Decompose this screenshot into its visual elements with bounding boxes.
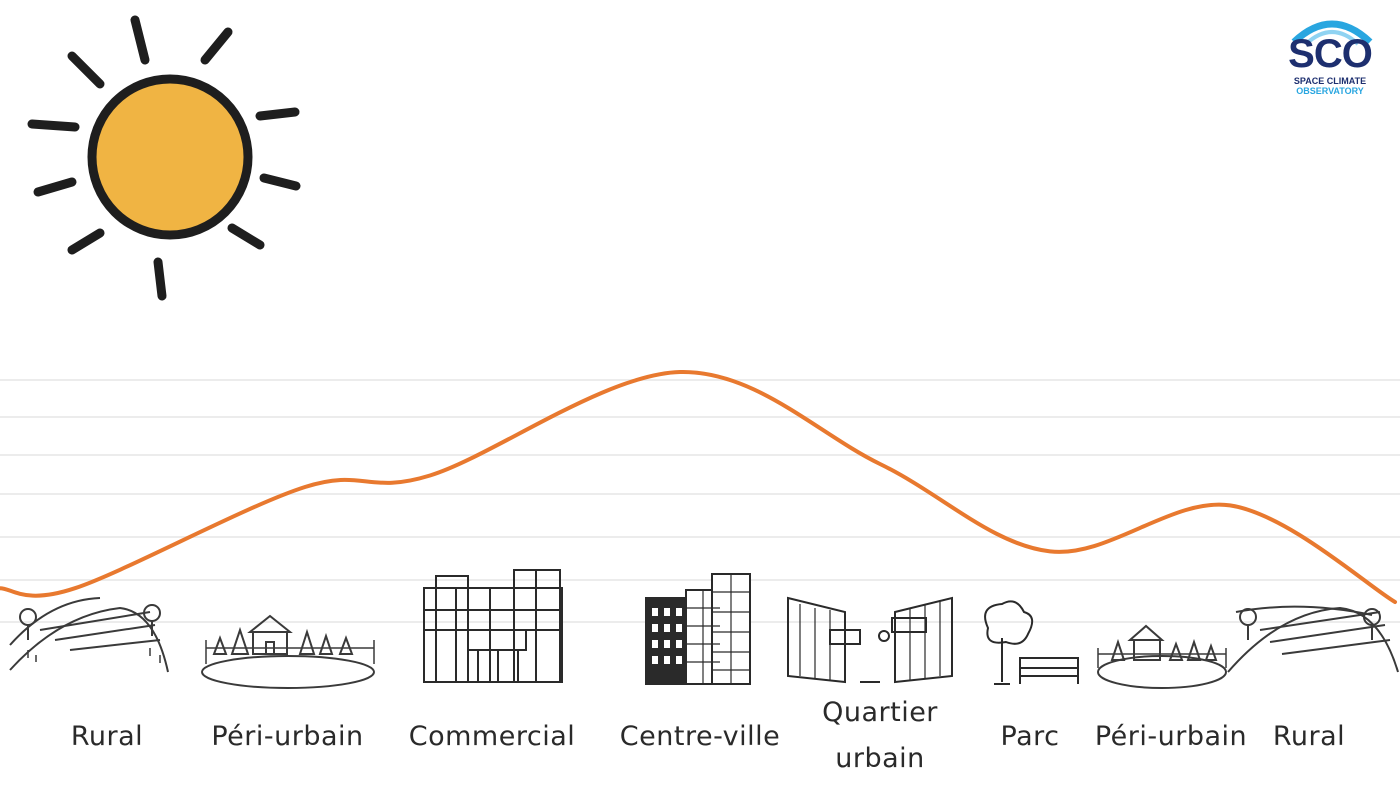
- centre-ville-illustration: [645, 573, 751, 685]
- zone-label-commercial: Commercial: [408, 721, 576, 752]
- rural-right-illustration: [1227, 605, 1399, 673]
- quartier-urbain-illustration: [787, 596, 953, 684]
- logo-line1: SPACE CLIMATE: [1293, 76, 1367, 86]
- heat-island-curve: [0, 369, 1397, 604]
- zone-label-quartier-urbain-line2: urbain: [835, 743, 925, 774]
- zone-label-parc: Parc: [1000, 721, 1060, 752]
- zone-label-rural-left: Rural: [70, 721, 144, 752]
- logo-line2: OBSERVATORY: [1296, 86, 1364, 96]
- zone-label-peri-urbain-right: Péri-urbain: [1094, 721, 1248, 752]
- peri-urbain-right-illustration: [1097, 624, 1227, 689]
- logo-arc-icon: [1291, 20, 1373, 46]
- zone-label-peri-urbain-left: Péri-urbain: [211, 721, 364, 752]
- rural-left-illustration: [9, 597, 169, 673]
- sco-logo: SCO SPACE CLIMATE OBSERVATORY: [1284, 12, 1380, 96]
- peri-urbain-left-illustration: [201, 614, 375, 689]
- zone-label-centre-ville: Centre-ville: [619, 721, 781, 752]
- commercial-illustration: [423, 569, 563, 683]
- background-gridlines: [0, 379, 1400, 623]
- zone-label-quartier-urbain-line1: Quartier: [822, 697, 938, 728]
- sun-icon: [27, 15, 301, 301]
- parc-illustration: [984, 600, 1079, 685]
- logo-abbr: SCO: [1288, 32, 1373, 76]
- zone-label-rural-right: Rural: [1272, 721, 1346, 752]
